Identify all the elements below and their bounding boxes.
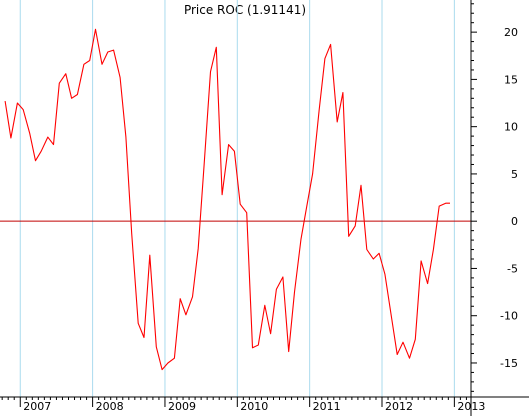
x-tick-label-2009: 2009 [168,400,196,413]
x-tick-label-2011: 2011 [313,400,341,413]
x-tick-label-2008: 2008 [96,400,124,413]
x-tick-label-2010: 2010 [240,400,268,413]
y-tick-label: -15 [500,357,518,370]
y-axis-ticks: 20 15 10 5 0 -5 -10 -15 [471,3,518,392]
series-layer [4,28,450,371]
grid-lines [19,0,455,397]
y-tick-label: -5 [507,262,518,275]
x-tick-label-2013: 2013 [457,400,485,413]
y-tick-label: 10 [504,121,518,134]
y-tick-label: -10 [500,310,518,323]
y-tick-label: 5 [511,168,518,181]
y-tick-label: 15 [504,73,518,86]
x-tick-label-2007: 2007 [23,400,51,413]
x-axis-ticks: 2007 2008 2009 2010 2011 2012 2013 [1,397,485,413]
x-tick-label-2012: 2012 [385,400,413,413]
y-tick-label: 20 [504,26,518,39]
y-tick-label: 0 [511,215,518,228]
chart-title: Price ROC (1.91141) [184,3,306,17]
series-line-0 [4,28,450,371]
